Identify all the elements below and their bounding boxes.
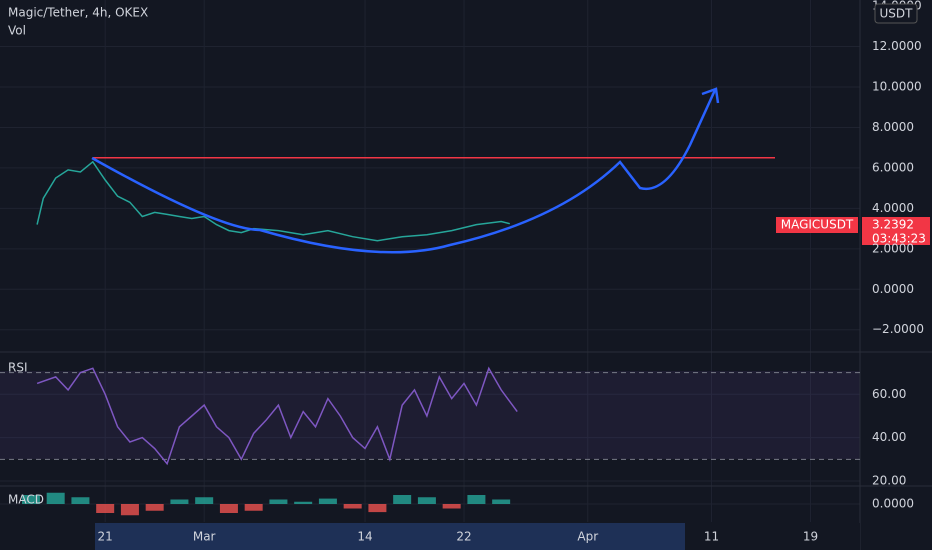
y-tick-label: 10.0000: [872, 79, 922, 93]
volume-label: Vol: [8, 24, 26, 38]
y-tick-label: −2.0000: [872, 322, 924, 336]
y-tick-label: 0.0000: [872, 497, 914, 511]
histogram-bar: [269, 499, 288, 504]
price-tag-countdown: 03:43:23: [872, 232, 926, 246]
histogram-bar: [318, 498, 337, 504]
price-tag: [862, 217, 930, 245]
y-tick-label: 20.00: [872, 474, 906, 488]
y-tick-label: 40.00: [872, 430, 906, 444]
histogram-bar: [492, 499, 511, 504]
histogram-bar: [417, 497, 436, 504]
histogram-bar: [343, 504, 362, 509]
histogram-bar: [368, 504, 387, 513]
symbol-tag: [776, 217, 858, 233]
macd-label: MACD: [8, 493, 44, 507]
histogram-bar: [244, 504, 263, 511]
rsi-band: [0, 371, 860, 459]
histogram-bar: [219, 504, 238, 513]
y-tick-label: 2.0000: [872, 241, 914, 255]
x-tick-label: 21: [98, 530, 113, 544]
histogram-bar: [46, 492, 65, 504]
x-tick-label: 11: [704, 530, 719, 544]
rsi-label: RSI: [8, 361, 28, 375]
histogram-bar: [195, 497, 214, 504]
x-tick-label: 14: [357, 530, 372, 544]
histogram-bar: [170, 499, 189, 504]
histogram-bar: [21, 495, 40, 504]
histogram-bar: [120, 504, 139, 516]
y-tick-label: 8.0000: [872, 120, 914, 134]
x-tick-label: 19: [803, 530, 818, 544]
histogram-bar: [393, 495, 412, 504]
price-tag-price: 3.2392: [872, 218, 914, 232]
symbol-title: Magic/Tether, 4h, OKEX: [8, 6, 148, 20]
y-tick-label: 0.0000: [872, 282, 914, 296]
histogram-bar: [294, 501, 313, 504]
histogram-bar: [96, 504, 115, 513]
x-tick-label: 22: [456, 530, 471, 544]
time-range-highlight: [95, 523, 685, 550]
y-tick-label: 12.0000: [872, 39, 922, 53]
histogram-bar: [71, 497, 90, 504]
currency: USDT: [880, 7, 914, 21]
histogram-bar: [145, 504, 164, 511]
y-tick-label: 6.0000: [872, 160, 914, 174]
y-tick-label: 4.0000: [872, 201, 914, 215]
histogram-bar: [467, 495, 486, 504]
series-line: [36, 366, 518, 466]
cup-drawing: [91, 89, 717, 254]
x-tick-label: Mar: [193, 530, 216, 544]
series-line: [36, 160, 510, 242]
arrow-head: [701, 87, 720, 104]
histogram-bar: [442, 504, 461, 509]
currency-button[interactable]: [874, 3, 918, 24]
x-tick-label: Apr: [577, 530, 598, 544]
symbol-tag-text: MAGICUSDT: [781, 218, 854, 232]
y-tick-label: 60.00: [872, 387, 906, 401]
